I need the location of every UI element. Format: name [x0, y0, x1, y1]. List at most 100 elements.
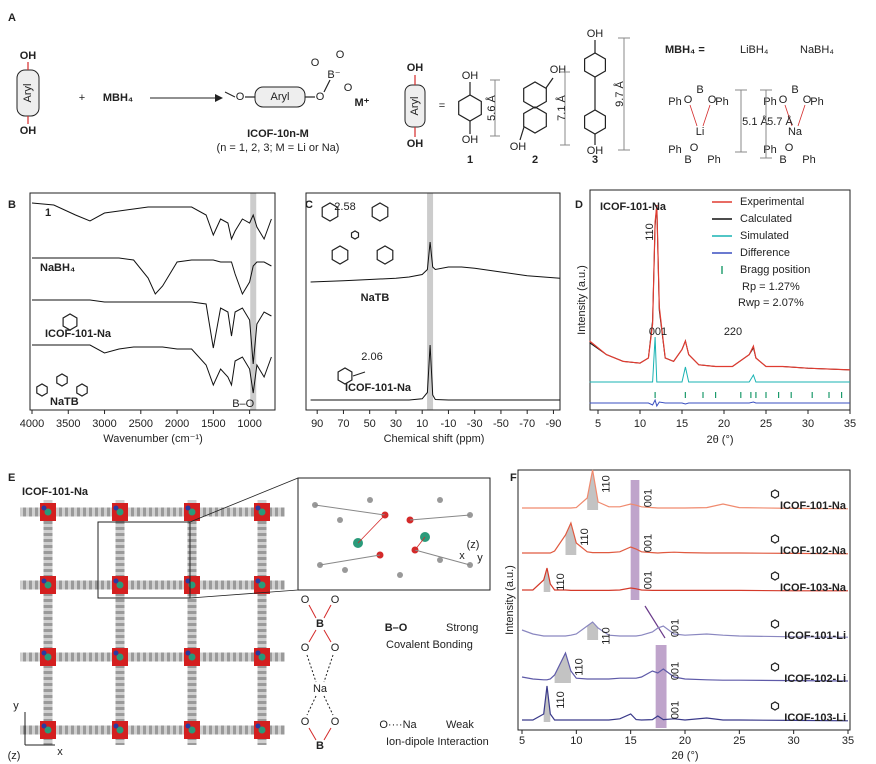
frame — [589, 189, 851, 411]
peak-label: 110 — [555, 691, 567, 709]
spectrum-line — [522, 567, 848, 592]
x-axis-label: Wavenumber (cm⁻¹) — [103, 433, 203, 445]
legend-label: Difference — [740, 247, 790, 259]
node-na — [116, 653, 124, 661]
x-tick-label: 15 — [676, 418, 688, 430]
bond — [323, 79, 331, 93]
ring — [337, 367, 353, 385]
panel-label: E — [8, 472, 15, 484]
label: O — [708, 94, 717, 106]
ring — [770, 701, 780, 711]
y-axis-label: Intensity (a.u.) — [504, 565, 516, 635]
legend-label: Experimental — [740, 196, 804, 208]
atom — [437, 557, 443, 563]
zoom-box — [97, 521, 191, 599]
label: O — [803, 94, 812, 106]
x-tick-label: 70 — [337, 418, 349, 430]
node-na — [188, 726, 196, 734]
zoom-line — [189, 477, 299, 523]
frame — [517, 469, 851, 731]
stat: Rwp = 2.07% — [738, 297, 804, 309]
bond — [414, 536, 426, 551]
label: NaBH₄ — [800, 44, 834, 56]
peak-fill — [543, 686, 551, 722]
ring — [523, 81, 547, 109]
x-tick-label: 30 — [390, 418, 402, 430]
spectrum-line — [310, 241, 561, 283]
x-tick-label: 3500 — [56, 418, 80, 430]
label: B — [316, 740, 324, 752]
series-label: ICOF-101-Na — [45, 328, 112, 340]
label: Aryl — [22, 84, 34, 103]
node-b — [41, 650, 47, 656]
series-label: NaTB — [361, 292, 390, 304]
highlight-band — [427, 193, 434, 410]
peak-label: 001 — [642, 571, 654, 589]
bond — [352, 371, 366, 377]
bond — [308, 629, 317, 643]
node-na — [188, 508, 196, 516]
x-tick-label: 5 — [595, 418, 601, 430]
node-b — [185, 578, 191, 584]
node-na — [116, 508, 124, 516]
x-tick-label: 10 — [570, 735, 582, 747]
label: O — [331, 642, 340, 654]
x-axis-label: Chemical shift (ppm) — [384, 433, 485, 445]
label: OH — [550, 64, 567, 76]
label: Ph — [802, 154, 815, 166]
atom — [437, 497, 443, 503]
ring — [583, 52, 607, 78]
highlight-band — [630, 480, 640, 600]
series-label: ICOF-101-Na — [345, 382, 412, 394]
label: MBH₄ = — [665, 44, 705, 56]
bond — [409, 514, 471, 521]
peak-label: 110 — [601, 627, 613, 645]
label: OH — [20, 125, 37, 137]
ring — [770, 534, 780, 544]
label: Strong — [446, 622, 478, 634]
legend-label: Simulated — [740, 230, 789, 242]
label: 5.1 Å — [742, 115, 768, 128]
x-tick-label: 10 — [416, 418, 428, 430]
x-tick-label: 15 — [625, 735, 637, 747]
annotation: B–O — [232, 398, 254, 410]
ring — [62, 313, 78, 331]
label: O — [336, 49, 345, 61]
node-b — [185, 723, 191, 729]
label: 5.7 Å — [767, 115, 793, 128]
label: B — [791, 84, 798, 96]
node-na — [188, 653, 196, 661]
label: Weak — [446, 719, 474, 731]
node-b — [255, 650, 261, 656]
series-label: ICOF-101-Na — [780, 500, 847, 512]
label: B — [684, 154, 691, 166]
label: O — [779, 94, 788, 106]
y-axis-label: Intensity (a.u.) — [576, 265, 588, 335]
peak-label: 001 — [649, 326, 667, 338]
label: OH — [407, 62, 424, 74]
node-na — [44, 726, 52, 734]
panel-label: C — [305, 199, 313, 211]
spectrum-line — [521, 651, 849, 682]
label: O — [316, 91, 325, 103]
spectrum-line — [32, 344, 272, 394]
label: ICOF-10n-M — [247, 128, 309, 140]
label: (z) — [8, 750, 21, 762]
label: x — [459, 550, 465, 562]
panel-label: A — [8, 12, 16, 24]
peak-fill — [587, 622, 599, 640]
label: Aryl — [271, 91, 290, 103]
peak-label: 110 — [644, 223, 656, 241]
node-na — [116, 726, 124, 734]
bond — [702, 104, 711, 127]
node-na — [116, 581, 124, 589]
spectrum-line — [522, 685, 849, 722]
bond — [323, 604, 332, 619]
label: 3 — [592, 154, 598, 166]
atom — [342, 567, 348, 573]
x-tick-label: 1500 — [201, 418, 225, 430]
ring — [56, 373, 68, 387]
x-tick-label: 90 — [311, 418, 323, 430]
label: Ph — [763, 144, 776, 156]
